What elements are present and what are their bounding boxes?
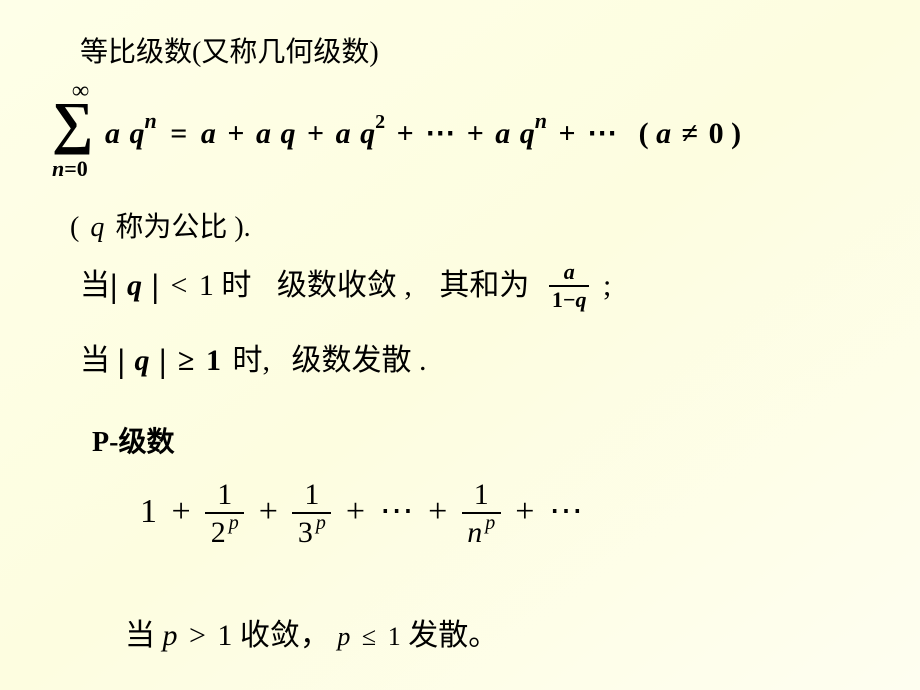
ps-fn-exp: p xyxy=(485,512,495,534)
convergence-line: 当 ​| q | < 1 时 级数收敛 , 其和为 a 1−q ; xyxy=(80,260,611,315)
ps-f1-base: 2 xyxy=(211,516,226,549)
ps-frac2: 1 3p xyxy=(292,478,331,550)
conv-abs-close: | xyxy=(152,268,160,305)
t2-q: q xyxy=(280,117,295,150)
pc-one: 1 xyxy=(217,619,232,652)
plus1: + xyxy=(227,117,244,150)
ratio-close: ). xyxy=(234,212,250,243)
eq: = xyxy=(170,117,187,150)
conv-abs-open: ​| xyxy=(110,268,118,305)
ratio-q: q xyxy=(90,212,104,243)
plus2: + xyxy=(307,117,324,150)
ps-f2-base: 3 xyxy=(298,516,313,549)
conv-frac-den-minus: − xyxy=(563,287,576,312)
div-abs-open: | xyxy=(118,343,126,380)
ratio-note: ( q 称为公比 ). xyxy=(70,205,251,245)
ps-plus2: + xyxy=(259,493,278,530)
cond-close: ) xyxy=(731,117,741,150)
dots1: ⋯ xyxy=(425,117,455,150)
ps-fracn: 1 np xyxy=(462,478,501,550)
conv-lt: < xyxy=(171,269,188,302)
conv-frac: a 1−q xyxy=(549,259,590,313)
p-title-p: P- xyxy=(92,427,118,458)
ps-fn-num: 1 xyxy=(474,478,489,511)
t3-a: a xyxy=(336,117,351,150)
cond-open: ( xyxy=(639,117,649,150)
tn-exp: n xyxy=(535,108,547,133)
sigma-lower-var: n xyxy=(52,156,64,181)
conv-frac-num: a xyxy=(564,259,575,284)
pc-one2: 1 xyxy=(388,622,401,651)
conv-q: q xyxy=(127,269,142,302)
ps-plus1: + xyxy=(172,493,191,530)
ps-f2-exp: p xyxy=(316,512,326,534)
t3-q: q xyxy=(360,117,375,150)
div-when-suffix: 时, xyxy=(232,344,270,377)
ps-plus4: + xyxy=(428,493,447,530)
term-q: q xyxy=(130,117,145,150)
conv-text: 级数收敛 , xyxy=(277,269,412,302)
cond-a: a xyxy=(656,117,671,150)
t1-a: a xyxy=(201,117,216,150)
tn-a: a xyxy=(495,117,510,150)
div-one: 1 xyxy=(206,344,221,377)
div-when: 当 xyxy=(80,344,110,377)
ps-f1-exp: p xyxy=(229,512,239,534)
ps-dots1: ⋯ xyxy=(380,493,414,530)
div-ge: ≥ xyxy=(178,344,194,377)
conv-frac-den-q: q xyxy=(575,287,586,312)
pc-le: ≤ xyxy=(362,622,376,651)
pc-conv: 收敛， xyxy=(240,619,330,652)
tn-q: q xyxy=(520,117,535,150)
pc-p2: p xyxy=(337,622,350,651)
plus5: + xyxy=(559,117,576,150)
term-n: n xyxy=(145,108,157,133)
ratio-open: ( xyxy=(70,212,79,243)
title: 等比级数(又称几何级数) xyxy=(80,30,379,70)
t2-a: a xyxy=(256,117,271,150)
ps-plus3: + xyxy=(346,493,365,530)
ps-plus5: + xyxy=(515,493,534,530)
series-expansion: a qn = a + a q + a q2 + ⋯ + a qn + ⋯ ( a… xyxy=(105,112,741,151)
sigma-lower-eq: = xyxy=(64,156,77,181)
sigma-lower-val: 0 xyxy=(77,156,88,181)
conv-when: 当 xyxy=(80,269,110,302)
pc-p: p xyxy=(163,619,178,652)
t3-exp: 2 xyxy=(375,111,385,133)
plus3: + xyxy=(397,117,414,150)
p-title-text: 级数 xyxy=(118,427,174,458)
conv-frac-den-one: 1 xyxy=(552,287,563,312)
p-series-title: P-级数 xyxy=(92,420,174,460)
ps-f2-num: 1 xyxy=(304,478,319,511)
ps-frac1: 1 2p xyxy=(205,478,244,550)
sigma-symbol: ∑ xyxy=(52,94,93,152)
pc-gt: > xyxy=(189,619,206,652)
sigma-lower: n=0 xyxy=(52,156,88,182)
ps-fn-base: n xyxy=(467,516,482,549)
conv-one: 1 xyxy=(199,269,214,302)
conv-when-suffix: 时 xyxy=(221,269,251,302)
cond-ne: ≠ xyxy=(682,117,698,150)
pc-div: 发散。 xyxy=(408,619,498,652)
plus4: + xyxy=(467,117,484,150)
ps-dots2: ⋯ xyxy=(549,493,583,530)
div-abs-close: | xyxy=(159,343,167,380)
div-q: q xyxy=(135,344,150,377)
div-text: 级数发散 . xyxy=(291,344,426,377)
cond-zero: 0 xyxy=(709,117,724,150)
dots2: ⋯ xyxy=(587,117,617,150)
p-series: 1 + 1 2p + 1 3p + ⋯ + 1 np + ⋯ xyxy=(140,478,583,550)
conv-sumis: 其和为 xyxy=(439,269,529,302)
ratio-text: 称为公比 xyxy=(115,212,234,243)
pc-when: 当 xyxy=(125,619,155,652)
ps-one: 1 xyxy=(140,493,157,530)
ps-f1-num: 1 xyxy=(217,478,232,511)
divergence-line: 当 | q | ≥ 1 时, 级数发散 . xyxy=(80,335,426,379)
term-a: a xyxy=(105,117,120,150)
p-condition: 当 p > 1 收敛， p ≤ 1 发散。 xyxy=(125,610,498,654)
conv-semi: ; xyxy=(603,269,611,302)
